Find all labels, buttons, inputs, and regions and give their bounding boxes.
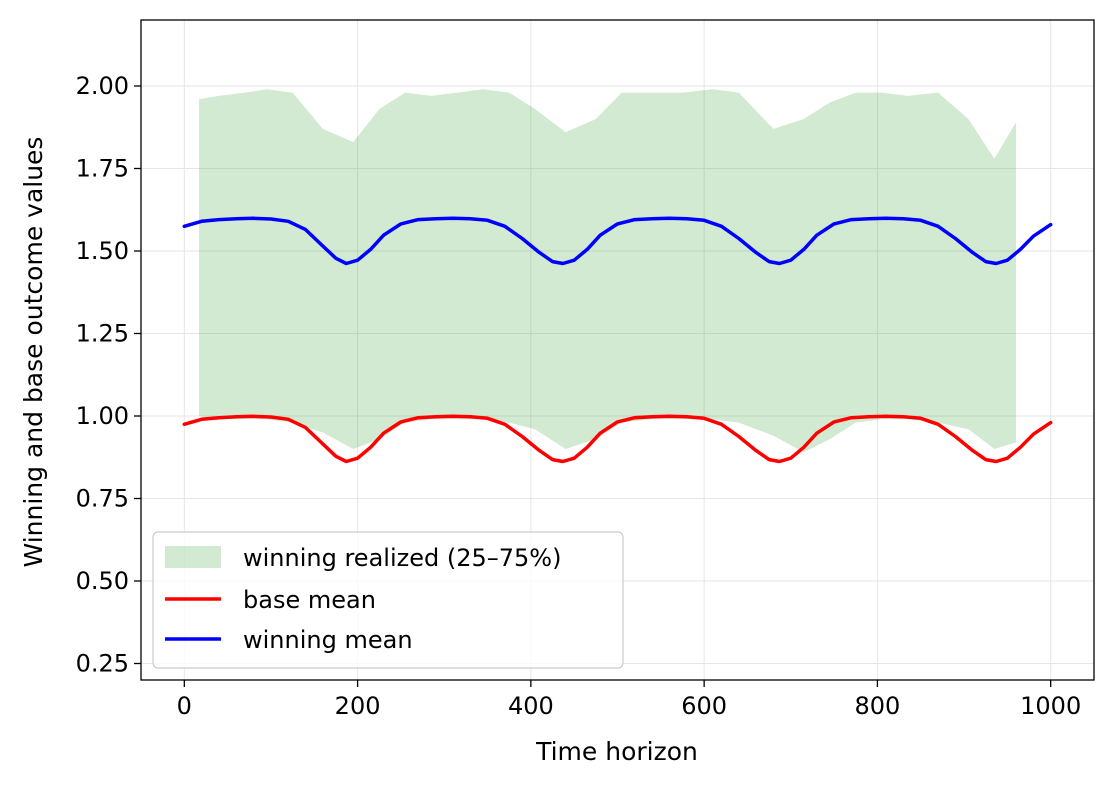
y-tick-label-5: 1.50	[76, 237, 129, 265]
y-axis-label: Winning and base outcome values	[19, 137, 48, 568]
series-line-1	[182, 216, 1053, 266]
x-tick-label-4: 800	[855, 692, 901, 720]
y-axis-ticks: 0.25 0.50 0.75 1.00 1.25 1.50 1.75 2.00	[76, 72, 141, 678]
series-layer	[182, 216, 1053, 464]
x-tick-label-3: 600	[681, 692, 727, 720]
y-tick-label-7: 2.00	[76, 72, 129, 100]
y-tick-label-0: 0.25	[76, 650, 129, 678]
x-tick-label-5: 1000	[1020, 692, 1081, 720]
legend-label-winning-mean: winning mean	[243, 626, 413, 654]
legend-box	[152, 531, 624, 669]
x-tick-label-0: 0	[177, 692, 192, 720]
x-axis-ticks: 0 200 400 600 800 1000	[177, 680, 1081, 720]
legend-label-band: winning realized (25–75%)	[243, 544, 561, 572]
y-tick-label-4: 1.25	[76, 320, 129, 348]
x-tick-label-1: 200	[335, 692, 381, 720]
x-axis-label: Time horizon	[535, 737, 698, 766]
y-tick-label-1: 0.50	[76, 567, 129, 595]
legend-swatch-band	[165, 546, 221, 568]
band-25-75	[199, 89, 1016, 453]
y-tick-label-6: 1.75	[76, 155, 129, 183]
y-tick-label-3: 1.00	[76, 402, 129, 430]
band-layer	[199, 89, 1016, 453]
plot-frame	[140, 19, 1095, 681]
series-line-0	[182, 414, 1053, 464]
legend-label-base-mean: base mean	[243, 586, 376, 614]
legend: winning realized (25–75%) base mean winn…	[152, 531, 624, 669]
y-tick-label-2: 0.75	[76, 485, 129, 513]
x-tick-label-2: 400	[508, 692, 554, 720]
